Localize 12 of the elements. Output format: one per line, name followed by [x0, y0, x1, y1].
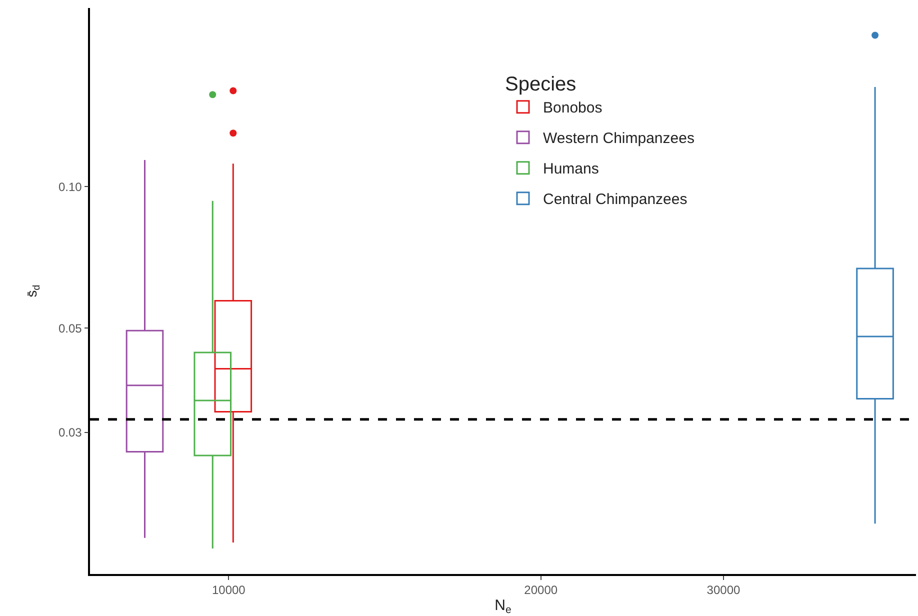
y-tick-label: 0.05	[58, 321, 82, 336]
legend-label: Humans	[543, 160, 599, 178]
legend-title: Species	[505, 74, 576, 96]
y-tick-label: 0.03	[58, 426, 82, 440]
legend-label: Central Chimpanzees	[543, 191, 688, 208]
x-tick-label: 20000	[524, 583, 558, 598]
legend-label: Bonobos	[543, 100, 602, 117]
x-tick-label: 10000	[212, 583, 246, 598]
x-tick-label: 30000	[706, 583, 740, 598]
legend-label: Western Chimpanzees	[543, 130, 694, 148]
y-tick-label: 0.10	[58, 180, 82, 194]
x-axis-title: N$_{e}$	[494, 596, 512, 616]
